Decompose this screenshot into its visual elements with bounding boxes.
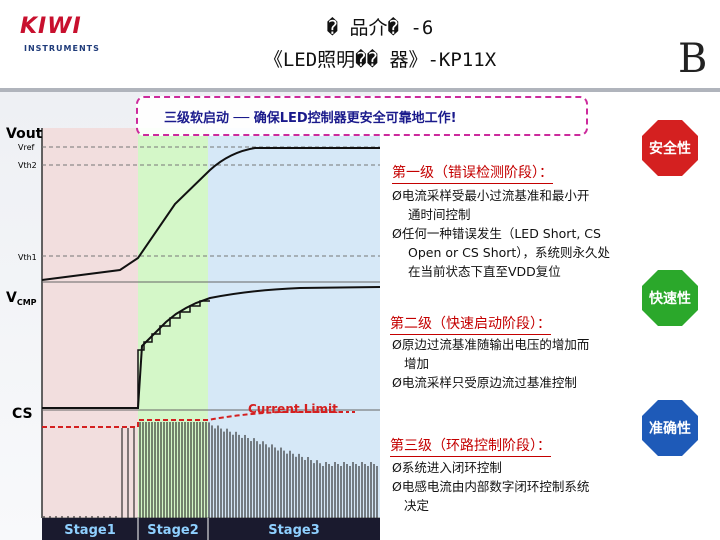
stage2-bullet-3: Ø电流采样只受原边流过基准控制 [392,375,577,390]
stage2-bullet-1: Ø原边过流基准随输出电压的增加而 [392,337,590,352]
tag-speed-label: 快速性 [649,291,691,307]
slide-title: � 品介� -6 《LED照明�� 器》-KP11X [200,12,560,76]
stage1-bullet-5: 在当前状态下直至VDD复位 [408,264,561,279]
tag-speed-octagon-icon [642,270,698,326]
tag-speed: 快速性 [640,268,700,328]
stage1-bullet-1: Ø电流采样受最小过流基准和最小开 [392,188,590,203]
stage3-title: 第三级（环路控制阶段）： [390,435,551,457]
label-current-limit: Current Limit [248,402,338,416]
label-vout: Vout [6,126,43,142]
slide-title-line1: � 品介� -6 [326,17,434,39]
stage3-bullet-1: Ø系统进入闭环控制 [392,460,502,475]
vout-curve [41,147,380,281]
stage3-band [208,128,380,518]
tag-accuracy-label: 准确性 [649,421,691,437]
logo-subtitle: INSTRUMENTS [24,44,100,53]
stage1-label: Stage1 [64,523,116,538]
stage1-bullet-2: 通时间控制 [408,207,471,222]
tag-safety: 安全性 [640,118,700,178]
header-divider [0,88,720,92]
stage1-bullet-3: Ø任何一种错误发生（LED Short, CS [392,226,601,241]
logo-brand: KIWI [20,14,82,39]
stage1-title: 第一级（错误检测阶段）： [392,162,553,184]
stage-bar [42,518,380,540]
soft-start-banner: 三级软启动 ── 确保LED控制器更安全可靠地工作! [136,96,588,136]
stage3-bullet-2: Ø电感电流由内部数字闭环控制系统 [392,479,590,494]
stage2-bullet-2: 增加 [404,356,430,371]
tag-accuracy: 准确性 [640,398,700,458]
stage1-band [42,128,138,518]
corner-letter: B [678,36,708,82]
stage1-bullet-4: Open or CS Short），系统则永久处 [408,245,611,260]
slide-title-line2: 《LED照明�� 器》-KP11X [263,49,497,71]
tag-safety-label: 安全性 [649,141,691,157]
company-logo: KIWI INSTRUMENTS [20,14,100,66]
vcmp-steps [137,300,210,408]
cs-pulses [43,422,378,518]
tag-accuracy-octagon-icon [642,400,698,456]
soft-start-waveform-diagram: Vout Vref Vth2 Vth1 VCMP CS Current Limi… [0,92,380,540]
stage2-label: Stage2 [147,523,199,538]
label-vth1: Vth1 [18,253,37,262]
label-vref: Vref [18,143,35,152]
label-vth2: Vth2 [18,161,37,170]
vcmp-curve [42,286,380,409]
label-cs: CS [12,406,33,422]
stage3-bullet-3: 决定 [404,498,430,513]
label-vcmp: VCMP [6,290,37,307]
stage3-label: Stage3 [268,523,320,538]
current-limit-line [42,411,340,428]
tag-safety-octagon-icon [642,120,698,176]
stage2-title: 第二级（快速启动阶段）： [390,313,551,335]
